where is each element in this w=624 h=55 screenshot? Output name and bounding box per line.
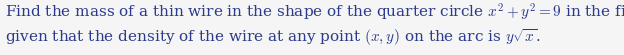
Text: Find the mass of a thin wire in the shape of the quarter circle $x^2 + y^2 = 9$ : Find the mass of a thin wire in the shap… (5, 2, 624, 23)
Text: given that the density of the wire at any point $(x, y)$ on the arc is $y\sqrt{x: given that the density of the wire at an… (5, 28, 540, 48)
